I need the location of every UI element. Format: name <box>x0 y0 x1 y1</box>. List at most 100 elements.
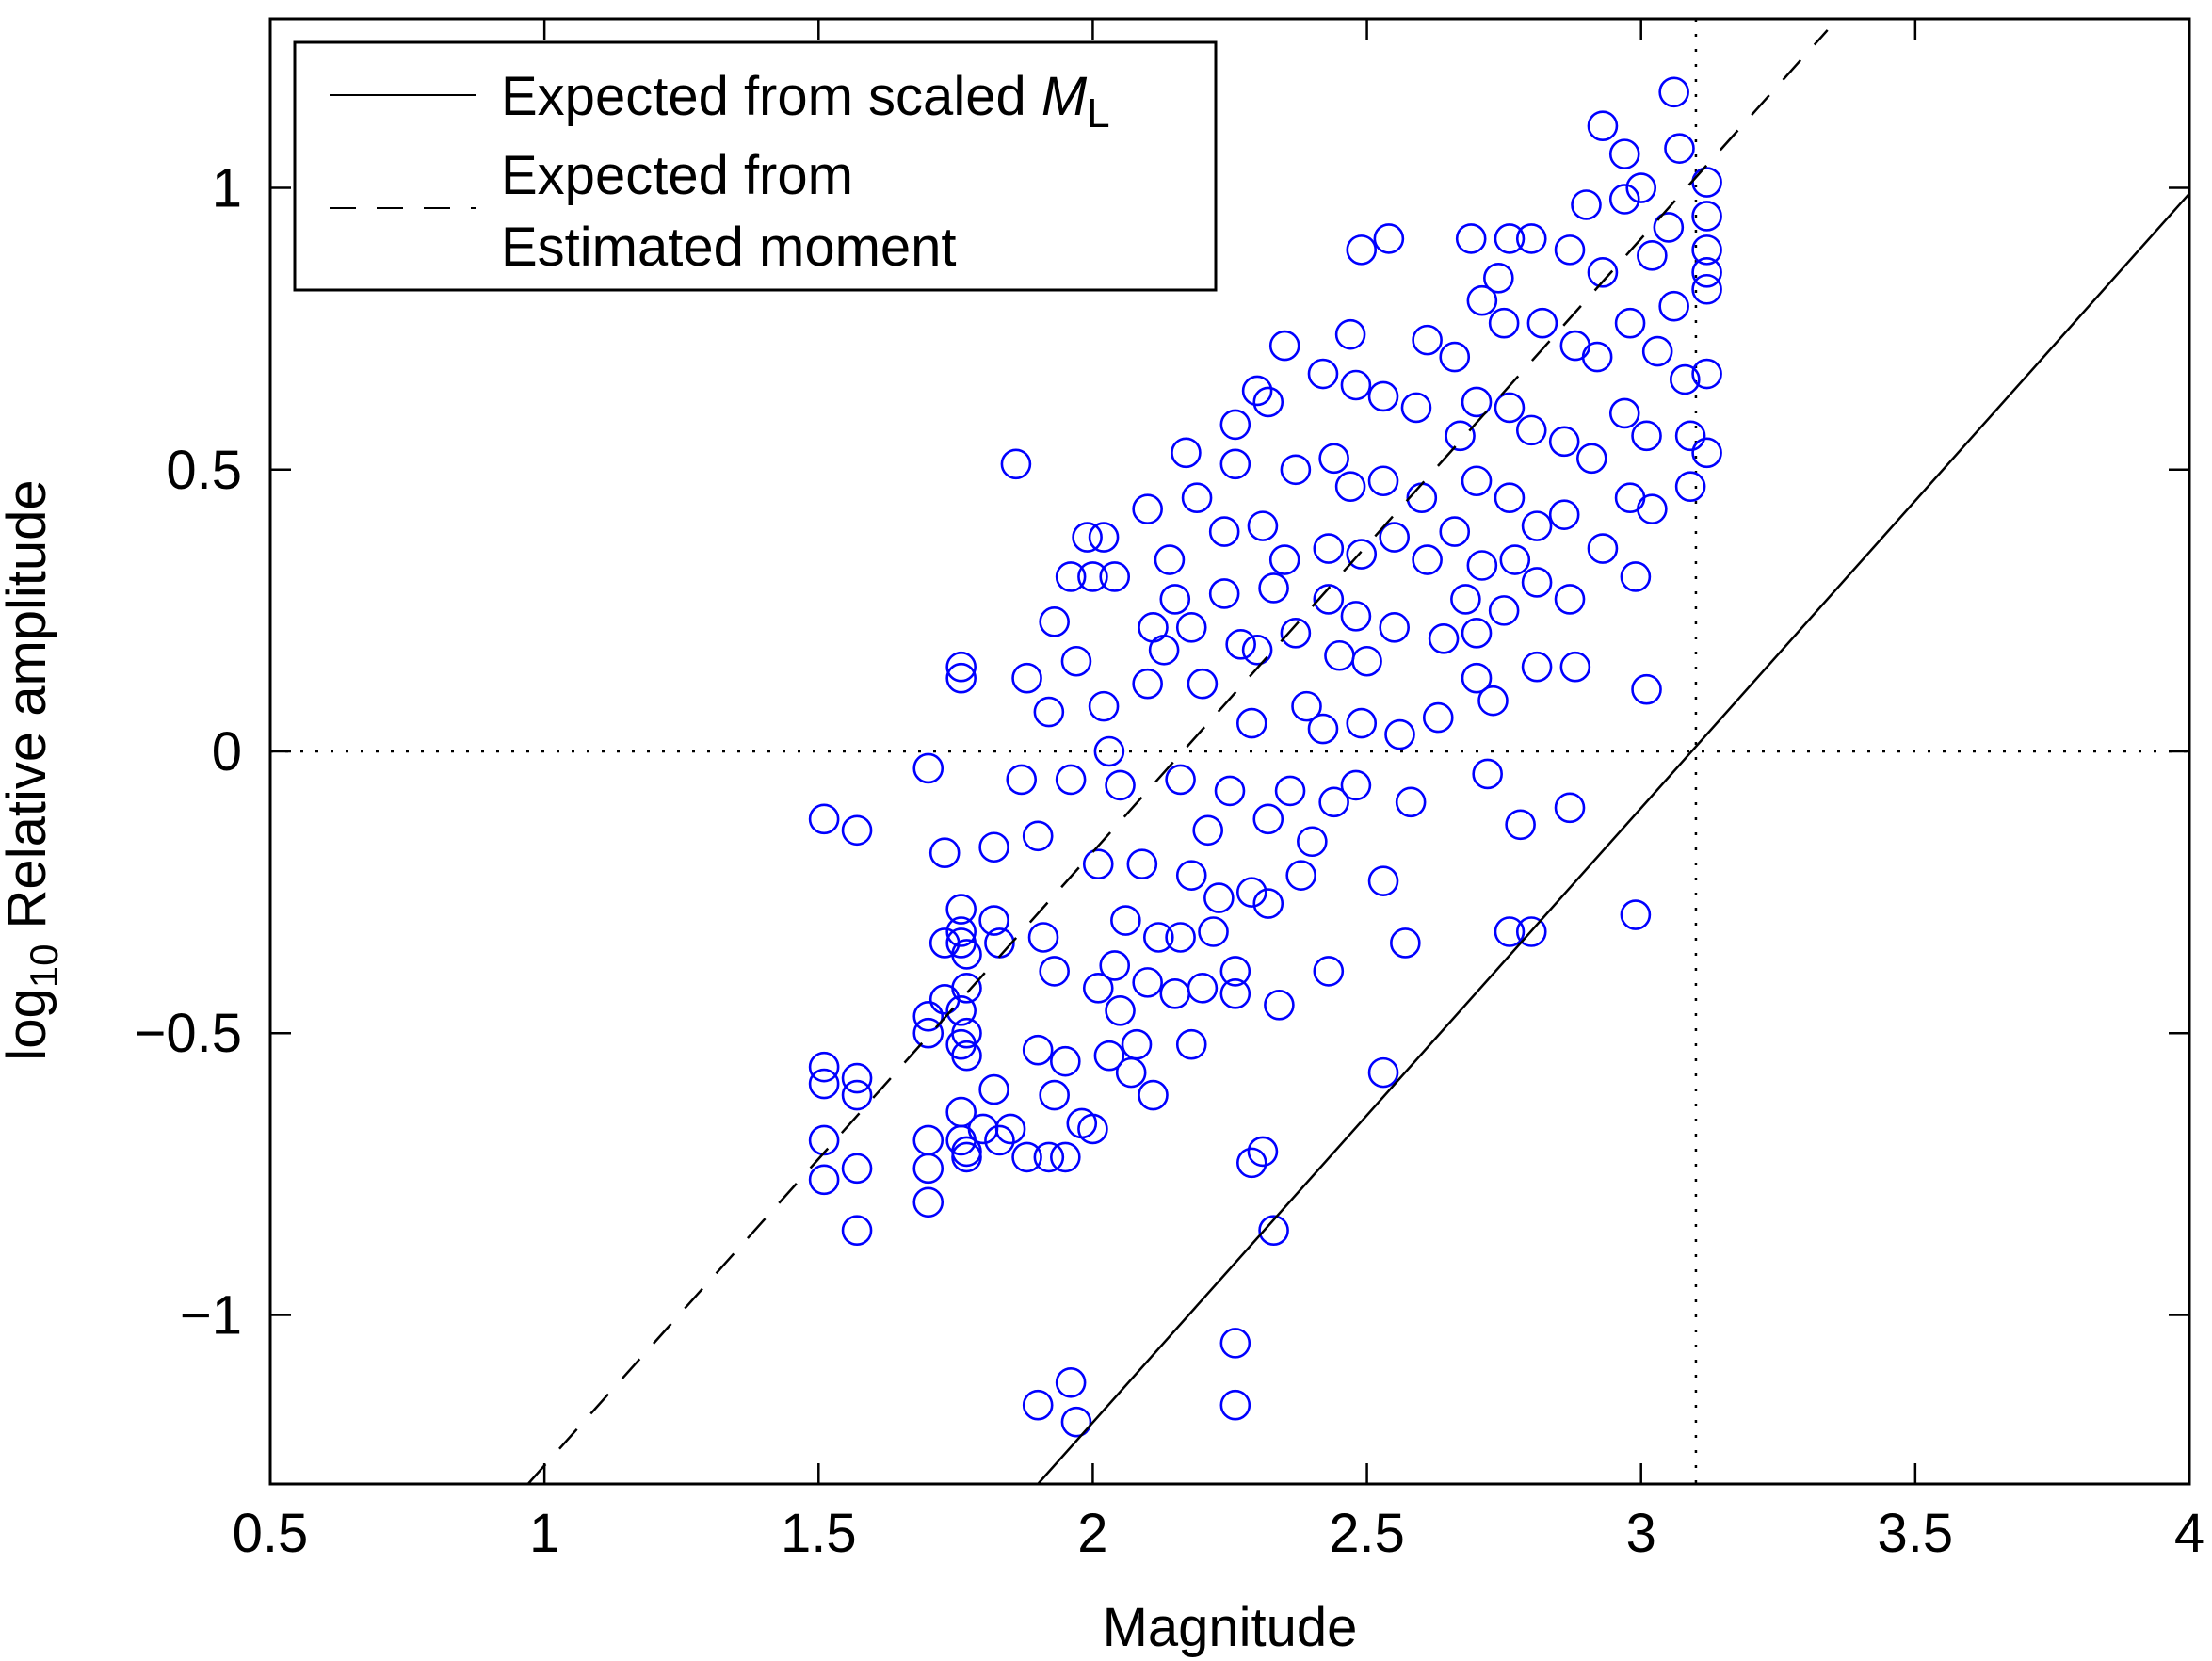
data-point <box>1390 927 1421 959</box>
x-tick-label: 4 <box>2174 1503 2204 1564</box>
y-tick-label: −0.5 <box>135 1003 243 1064</box>
y-axis-label-text: Relative amplitude <box>0 479 57 943</box>
data-point <box>1334 471 1366 503</box>
data-point <box>1521 567 1553 598</box>
data-point <box>1093 735 1125 767</box>
data-point <box>1466 284 1498 316</box>
data-point <box>951 1141 982 1173</box>
data-point <box>978 905 1009 936</box>
data-point <box>1400 392 1432 424</box>
data-point <box>1274 775 1306 807</box>
data-point <box>1050 1045 1081 1077</box>
data-point <box>1241 634 1273 666</box>
data-point <box>1050 1141 1081 1173</box>
data-point <box>1691 167 1722 198</box>
x-tick-label: 3 <box>1626 1503 1656 1564</box>
data-point <box>1138 1079 1169 1111</box>
data-point <box>1351 645 1382 677</box>
data-point <box>1027 922 1059 953</box>
data-point <box>1105 769 1136 801</box>
data-point <box>1658 76 1689 108</box>
data-point <box>1554 792 1586 824</box>
data-point <box>951 973 982 1004</box>
data-point <box>1346 234 1378 266</box>
data-point <box>1669 363 1701 395</box>
data-point <box>1055 561 1087 592</box>
data-point <box>1268 330 1300 362</box>
data-point <box>1559 651 1591 683</box>
axes: 0.5 1 1.5 2 2.5 3 3.5 4 1 0.5 0 −0.5 −1 <box>135 17 2204 1564</box>
data-point <box>945 651 977 683</box>
data-point <box>912 1017 945 1049</box>
data-point <box>1674 471 1706 503</box>
data-point <box>1450 584 1481 615</box>
data-point <box>1039 606 1070 637</box>
data-point <box>1367 465 1399 497</box>
data-point <box>1340 601 1372 632</box>
data-point <box>1208 578 1240 609</box>
data-point <box>1691 257 1722 288</box>
data-point <box>912 1000 945 1032</box>
data-point <box>1165 764 1196 796</box>
data-point <box>1499 544 1531 575</box>
data-point <box>1631 420 1662 452</box>
data-point <box>808 1068 840 1100</box>
data-point <box>1280 454 1312 486</box>
data-point <box>1132 967 1163 998</box>
data-point <box>1121 1028 1153 1060</box>
data-point <box>1060 645 1092 677</box>
data-point <box>1022 820 1054 852</box>
data-point <box>1455 223 1487 254</box>
data-point <box>951 1040 982 1072</box>
data-point <box>1691 234 1722 266</box>
data-point <box>841 1153 873 1185</box>
data-point <box>841 814 873 847</box>
data-point <box>1285 860 1316 891</box>
data-point <box>1614 482 1646 513</box>
data-point <box>1148 634 1180 666</box>
data-point <box>1247 510 1279 541</box>
data-point <box>1461 386 1493 418</box>
data-point <box>1187 973 1219 1004</box>
data-point <box>1461 618 1493 649</box>
data-point <box>1307 713 1339 745</box>
data-point <box>1318 443 1349 475</box>
data-point <box>1571 189 1602 220</box>
data-point <box>1439 341 1471 373</box>
data-point <box>1219 978 1251 1009</box>
data-point <box>1235 877 1267 908</box>
data-point <box>1691 201 1722 232</box>
data-point <box>1165 922 1196 953</box>
legend-box <box>293 40 1218 292</box>
data-point <box>1258 1215 1289 1246</box>
data-point <box>994 1113 1026 1145</box>
data-point <box>1219 1389 1251 1421</box>
legend-entry-scaled-ml: Expected from scaled ML <box>501 66 1110 137</box>
data-point <box>1077 1113 1108 1145</box>
data-point <box>1412 324 1443 356</box>
data-point <box>1515 414 1547 446</box>
data-point <box>1488 595 1520 626</box>
data-point <box>1159 978 1191 1009</box>
data-point <box>1268 544 1300 575</box>
data-point <box>1313 533 1345 564</box>
data-point <box>1082 973 1114 1004</box>
data-point <box>1171 437 1202 469</box>
data-point <box>1548 426 1580 458</box>
data-point <box>1483 262 1514 294</box>
data-point <box>841 1062 873 1094</box>
data-point <box>1346 707 1378 739</box>
data-point <box>1515 223 1547 254</box>
x-tick-label: 0.5 <box>233 1503 309 1564</box>
data-point <box>1297 826 1328 858</box>
data-point <box>1000 448 1032 480</box>
data-point <box>1181 482 1213 513</box>
data-point <box>1219 448 1251 480</box>
data-point <box>808 803 840 835</box>
data-point <box>1252 888 1284 919</box>
data-point <box>1587 257 1619 288</box>
data-point <box>1033 1141 1065 1173</box>
data-point <box>1264 990 1295 1021</box>
data-point <box>1203 882 1235 913</box>
data-point <box>1066 1107 1098 1139</box>
